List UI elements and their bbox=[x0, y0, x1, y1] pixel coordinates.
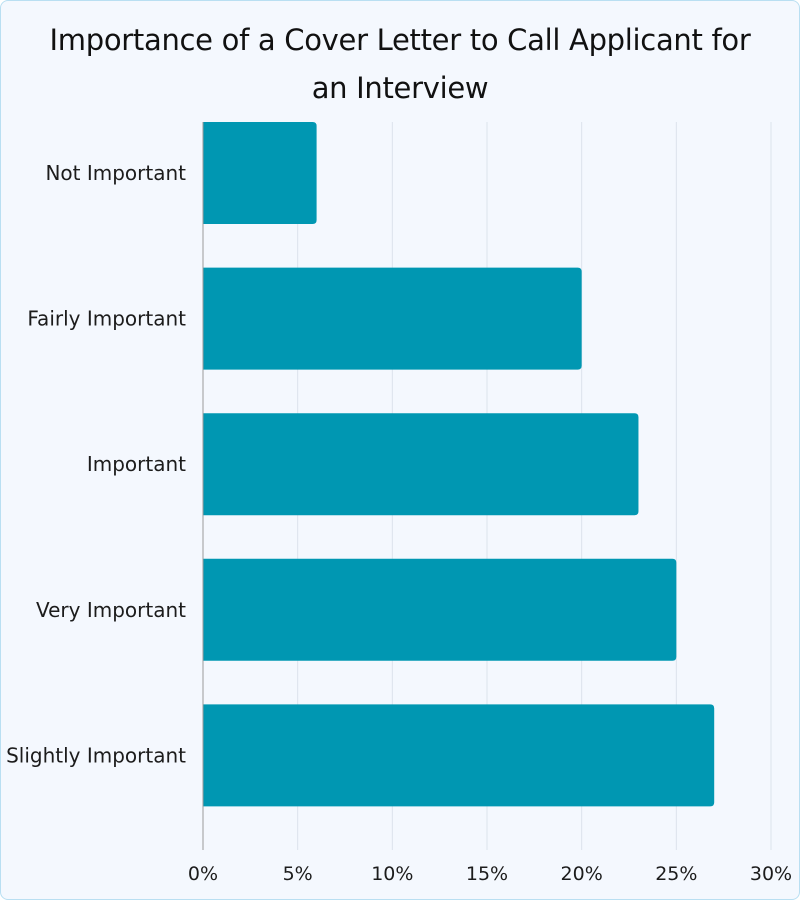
category-label: Not Important bbox=[45, 161, 186, 185]
x-tick-label: 25% bbox=[655, 863, 697, 885]
x-tick-label: 10% bbox=[371, 863, 413, 885]
chart-title-line-2: an Interview bbox=[311, 71, 489, 105]
bar-not-important bbox=[203, 122, 317, 224]
chart-title-line-1: Importance of a Cover Letter to Call App… bbox=[49, 23, 751, 57]
category-label: Important bbox=[87, 452, 186, 476]
x-tick-label: 5% bbox=[283, 863, 313, 885]
x-tick-label: 30% bbox=[750, 863, 792, 885]
category-label: Fairly Important bbox=[27, 307, 186, 331]
category-label: Slightly Important bbox=[6, 743, 186, 767]
bar-very-important bbox=[203, 558, 677, 661]
bar-slightly-important bbox=[203, 704, 715, 807]
chart-title: Importance of a Cover Letter to Call App… bbox=[0, 16, 800, 112]
x-tick-label: 15% bbox=[466, 863, 508, 885]
bar-fairly-important bbox=[203, 267, 582, 370]
x-tick-labels: 0% 5% 10% 15% 20% 25% 30% bbox=[188, 863, 792, 885]
x-tick-label: 20% bbox=[561, 863, 603, 885]
bar-important bbox=[203, 413, 639, 516]
category-label: Very Important bbox=[36, 598, 186, 622]
x-tick-label: 0% bbox=[188, 863, 218, 885]
category-labels: Not Important Fairly Important Important Ve… bbox=[6, 161, 186, 767]
bars bbox=[203, 122, 715, 807]
